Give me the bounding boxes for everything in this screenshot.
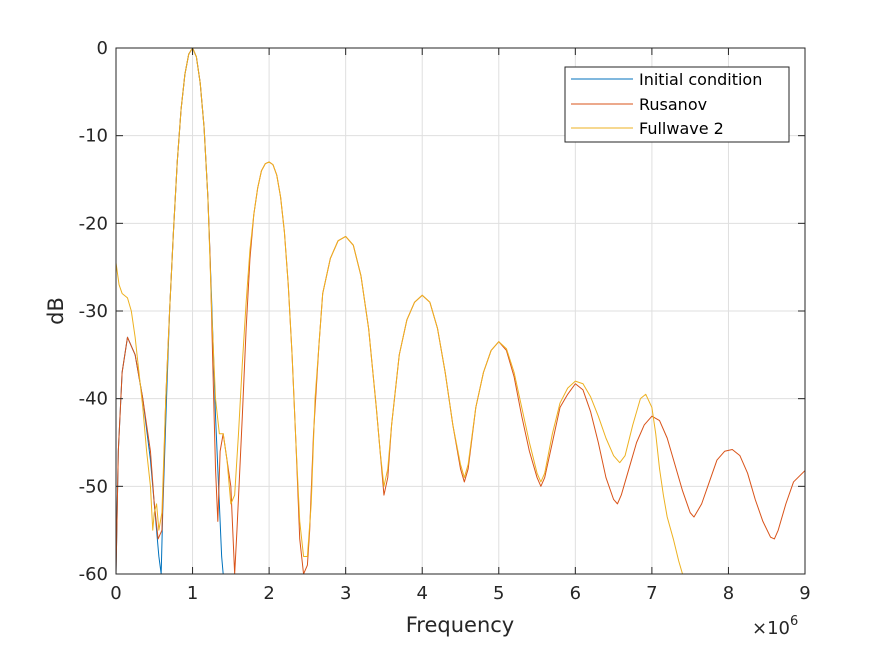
series-line-fullwave-2 bbox=[116, 48, 683, 574]
x-tick-label: 6 bbox=[570, 583, 581, 604]
y-tick-label: -60 bbox=[79, 564, 108, 585]
x-axis-exponent: ×106 bbox=[752, 614, 798, 639]
x-tick-label: 2 bbox=[263, 583, 274, 604]
y-axis-label: dB bbox=[44, 297, 68, 325]
x-tick-labels: 0 1 2 3 4 5 6 7 8 9 bbox=[110, 583, 810, 604]
x-tick-label: 7 bbox=[646, 583, 657, 604]
x-tick-label: 9 bbox=[799, 583, 810, 604]
legend: Initial condition Rusanov Fullwave 2 bbox=[564, 66, 790, 143]
y-tick-label: -10 bbox=[79, 126, 108, 147]
y-tick-label: -50 bbox=[79, 476, 108, 497]
y-tick-label: -40 bbox=[79, 389, 108, 410]
x-axis-label: Frequency bbox=[406, 613, 515, 637]
x-axis-multiplier: ×10 bbox=[752, 618, 790, 639]
y-tick-label: 0 bbox=[97, 38, 108, 59]
legend-label-fullwave-2: Fullwave 2 bbox=[639, 119, 724, 138]
x-tick-label: 0 bbox=[110, 583, 121, 604]
y-tick-label: -30 bbox=[79, 301, 108, 322]
legend-label-initial-condition: Initial condition bbox=[639, 70, 762, 89]
x-axis-exponent-power: 6 bbox=[790, 614, 798, 629]
plot-lines bbox=[116, 48, 805, 574]
x-tick-label: 5 bbox=[493, 583, 504, 604]
legend-label-rusanov: Rusanov bbox=[639, 95, 707, 114]
y-tick-label: -20 bbox=[79, 213, 108, 234]
x-tick-label: 3 bbox=[340, 583, 351, 604]
ticks bbox=[115, 47, 806, 575]
y-tick-labels: 0 -10 -20 -30 -40 -50 -60 bbox=[79, 38, 108, 585]
x-tick-label: 8 bbox=[723, 583, 734, 604]
x-tick-label: 4 bbox=[416, 583, 427, 604]
x-tick-label: 1 bbox=[187, 583, 198, 604]
